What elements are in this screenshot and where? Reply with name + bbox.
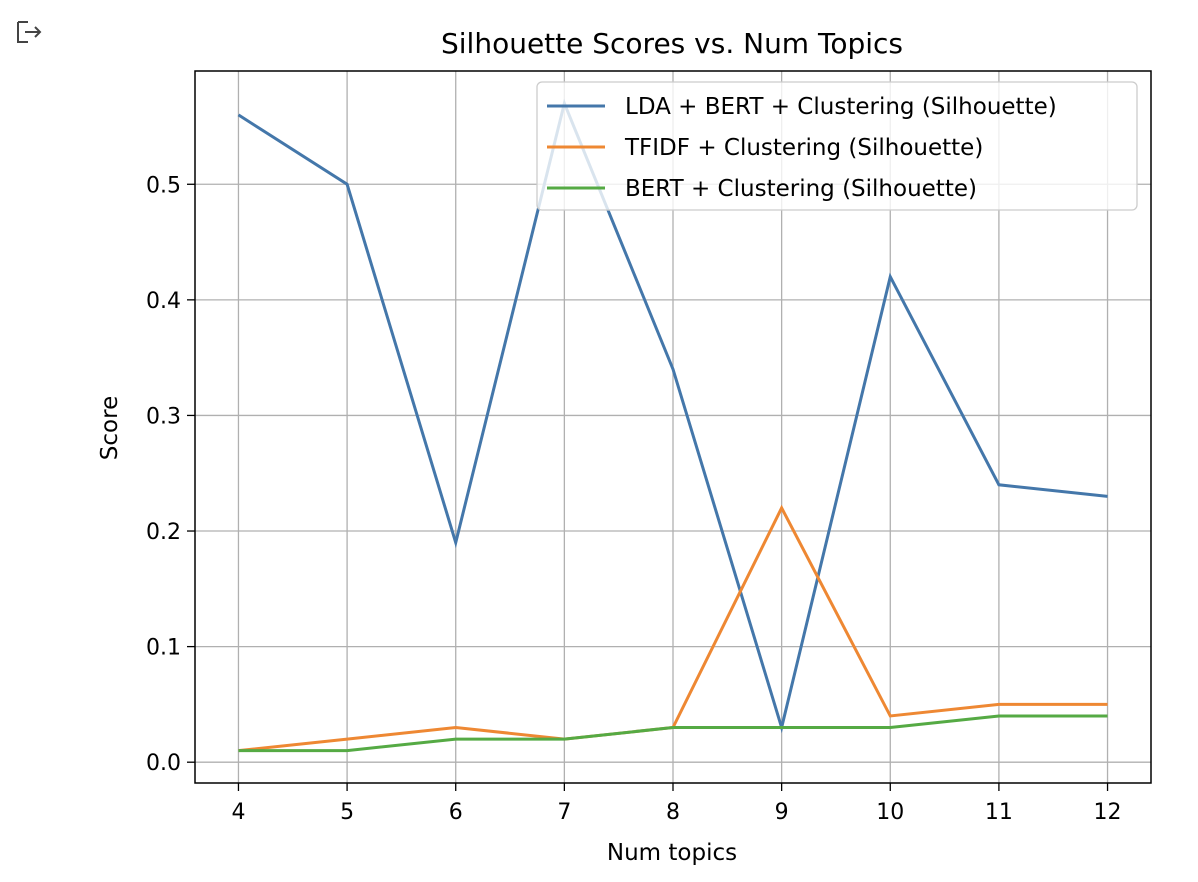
y-tick-label: 0.1 xyxy=(146,636,181,661)
y-axis-label: Score xyxy=(97,396,123,460)
series-lines xyxy=(237,98,1108,753)
y-tick-label: 0.0 xyxy=(146,751,181,776)
legend-label: LDA + BERT + Clustering (Silhouette) xyxy=(625,94,1057,120)
y-axis-ticks: 0.0 0.1 0.2 0.3 0.4 0.5 xyxy=(146,173,195,776)
output-arrow-icon xyxy=(17,21,42,43)
x-tick-label: 10 xyxy=(876,800,904,825)
x-tick-label: 12 xyxy=(1094,800,1122,825)
legend-label: BERT + Clustering (Silhouette) xyxy=(625,176,977,202)
x-tick-label: 8 xyxy=(666,800,680,825)
y-tick-label: 0.5 xyxy=(146,173,181,198)
x-tick-label: 6 xyxy=(449,800,463,825)
x-tick-label: 9 xyxy=(775,800,789,825)
legend-label: TFIDF + Clustering (Silhouette) xyxy=(624,135,983,161)
x-tick-label: 11 xyxy=(985,800,1013,825)
chart-title: Silhouette Scores vs. Num Topics xyxy=(441,27,903,60)
x-axis-label: Num topics xyxy=(607,840,737,866)
x-axis-ticks: 4 5 6 7 8 9 10 11 12 xyxy=(231,783,1122,825)
series-line-1 xyxy=(237,98,1108,734)
x-tick-label: 4 xyxy=(231,800,245,825)
series-line-3 xyxy=(238,714,1108,753)
legend-box xyxy=(536,81,1138,211)
x-tick-label: 7 xyxy=(557,800,571,825)
x-tick-label: 5 xyxy=(340,800,354,825)
y-tick-label: 0.4 xyxy=(146,289,181,314)
legend: LDA + BERT + Clustering (Silhouette) TFID… xyxy=(536,81,1138,211)
y-tick-label: 0.3 xyxy=(146,404,181,429)
y-tick-label: 0.2 xyxy=(146,520,181,545)
